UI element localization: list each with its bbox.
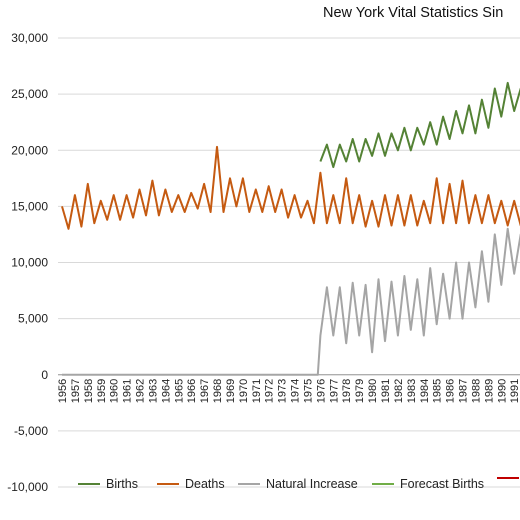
x-tick-label: 1984 [419, 379, 431, 403]
x-tick-label: 1966 [186, 379, 198, 403]
natural-increase-swatch [238, 483, 260, 485]
x-tick-label: 1974 [290, 379, 302, 403]
x-tick-label: 1982 [393, 379, 405, 403]
x-tick-label: 1957 [70, 379, 82, 403]
x-tick-label: 1976 [315, 379, 327, 403]
x-tick-label: 1989 [483, 379, 495, 403]
x-tick-label: 1963 [147, 379, 159, 403]
x-tick-label: 1972 [264, 379, 276, 403]
series-lines [61, 81, 520, 376]
x-tick-label: 1956 [57, 379, 69, 403]
x-tick-label: 1985 [432, 379, 444, 403]
legend-item-forecast-births: Forecast Births [372, 477, 484, 491]
x-tick-label: 1958 [83, 379, 95, 403]
x-tick-label: 1981 [380, 379, 392, 403]
legend-item-births: Births [78, 477, 138, 491]
x-tick-label: 1962 [135, 379, 147, 403]
x-axis-ticks: 1956 1957 1958 1959 1960 1961 1962 1963 1964 1965… [57, 379, 520, 403]
x-tick-label: 1965 [173, 379, 185, 403]
forecast-deaths-swatch [497, 477, 519, 479]
x-tick-label: 1978 [341, 379, 353, 403]
x-tick-label: 1986 [445, 379, 457, 403]
x-tick-label: 1971 [251, 379, 263, 403]
x-tick-label: 1977 [328, 379, 340, 403]
x-tick-label: 1964 [160, 379, 172, 403]
grid-lines [58, 37, 520, 488]
y-tick-label: 20,000 [11, 143, 48, 157]
x-tick-label: 1975 [302, 379, 314, 403]
series-line-births [319, 81, 520, 169]
legend-label-deaths: Deaths [185, 477, 225, 491]
x-tick-label: 1969 [225, 379, 237, 403]
y-tick-label: 25,000 [11, 87, 48, 101]
y-tick-label: 0 [41, 368, 48, 382]
x-tick-label: 1983 [406, 379, 418, 403]
y-tick-label: 30,000 [11, 31, 48, 45]
y-tick-label: -10,000 [7, 480, 48, 494]
y-axis-ticks: -10,000 -5,000 0 5,000 10,000 15,000 20,000 25,… [7, 31, 48, 494]
x-tick-label: 1960 [109, 379, 121, 403]
x-tick-label: 1959 [96, 379, 108, 403]
x-tick-label: 1990 [496, 379, 508, 403]
x-tick-label: 1980 [367, 379, 379, 403]
x-tick-label: 1987 [458, 379, 470, 403]
x-tick-label: 1973 [277, 379, 289, 403]
x-tick-label: 1979 [354, 379, 366, 403]
x-tick-label: 1988 [470, 379, 482, 403]
legend-item-natural-increase: Natural Increase [238, 477, 358, 491]
x-tick-label: 1991 [509, 379, 520, 403]
y-tick-label: -5,000 [14, 424, 48, 438]
legend-label-natural-increase: Natural Increase [266, 477, 358, 491]
forecast-births-swatch [372, 483, 394, 485]
x-tick-label: 1967 [199, 379, 211, 403]
legend-item-deaths: Deaths [157, 477, 225, 491]
y-tick-label: 5,000 [18, 312, 48, 326]
x-tick-label: 1968 [212, 379, 224, 403]
y-tick-label: 10,000 [11, 256, 48, 270]
legend: Births Deaths Natural Increase Forecast … [0, 477, 520, 497]
x-tick-label: 1961 [122, 379, 134, 403]
series-line-natural-increase [62, 227, 520, 376]
y-tick-label: 15,000 [11, 199, 48, 213]
series-line-deaths [61, 145, 520, 230]
x-tick-label: 1970 [238, 379, 250, 403]
chart-title: New York Vital Statistics Sin [323, 5, 504, 21]
legend-label-forecast-births: Forecast Births [400, 477, 485, 491]
deaths-swatch [157, 483, 179, 485]
births-swatch [78, 483, 100, 485]
legend-item-forecast-deaths [497, 477, 520, 479]
legend-label-births: Births [106, 477, 138, 491]
